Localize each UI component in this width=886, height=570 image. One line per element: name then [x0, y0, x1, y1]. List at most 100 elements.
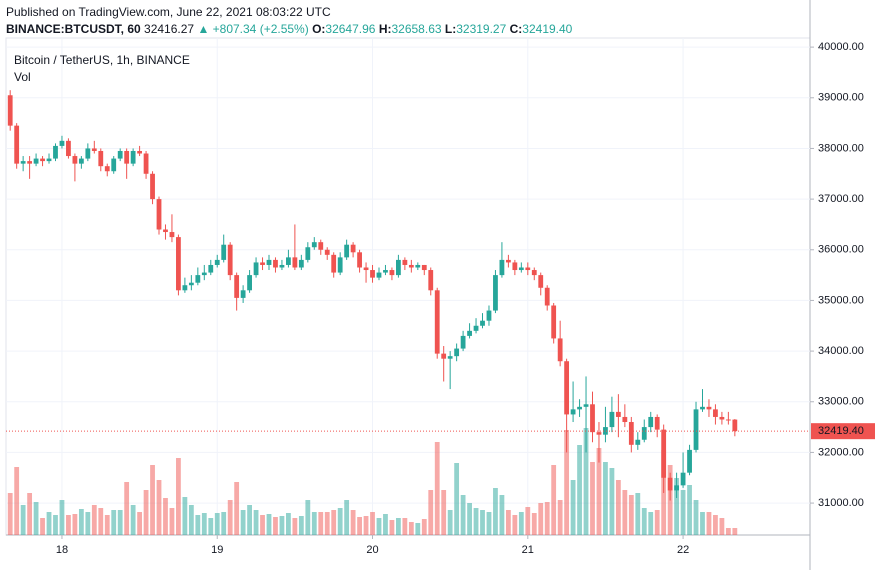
volume-bar — [693, 500, 699, 535]
volume-bar — [389, 520, 395, 535]
candle-body — [7, 95, 13, 126]
last-price-tag — [811, 423, 875, 440]
volume-bar — [163, 498, 168, 535]
volume-bar — [324, 512, 330, 535]
volume-bar — [680, 490, 686, 535]
candle-body — [370, 270, 375, 278]
y-tick-label: 39000.00 — [818, 92, 864, 104]
volume-bar — [104, 515, 110, 535]
y-tick-label: 34000.00 — [818, 345, 864, 357]
candle-body — [480, 320, 485, 326]
volume-bar — [531, 513, 537, 535]
candle-body — [700, 406, 705, 410]
volume-bar — [46, 512, 52, 535]
x-tick-label: 20 — [366, 544, 378, 556]
y-tick-label: 33000.00 — [818, 396, 864, 408]
volume-bar — [208, 518, 214, 535]
last-price-label: 32419.40 — [818, 425, 864, 437]
candle-body — [363, 267, 369, 271]
volume-bar — [253, 510, 259, 535]
volume-bar — [72, 514, 78, 535]
candle-body — [434, 290, 440, 354]
candle-body — [661, 429, 667, 478]
volume-bar — [622, 490, 628, 535]
candle-body — [674, 485, 680, 491]
candle-body — [201, 272, 207, 276]
volume-bar — [318, 512, 324, 535]
candle-body — [33, 158, 39, 164]
volume-bar — [27, 493, 33, 535]
candle-body — [66, 140, 71, 157]
volume-bar — [408, 522, 414, 535]
candle-body — [447, 356, 453, 359]
volume-bar — [687, 485, 692, 535]
candle-body — [499, 259, 505, 276]
candle-body — [344, 244, 350, 258]
candle-body — [628, 422, 634, 445]
candle-body — [460, 335, 466, 349]
candle-body — [72, 156, 78, 164]
change: ▲ +807.34 (+2.55%) — [197, 22, 309, 36]
volume-bar — [14, 467, 20, 535]
volume-bar — [460, 495, 466, 535]
ohlc-label: H: — [378, 22, 392, 36]
volume-bar — [603, 462, 608, 535]
volume-bar — [499, 495, 505, 535]
ohlc: O:32647.96 H:32658.63 L:32319.27 C:32419… — [312, 22, 572, 36]
volume-bar — [337, 508, 343, 535]
volume-bar — [713, 515, 718, 535]
candle-body — [667, 477, 673, 491]
volume-bar — [486, 512, 492, 535]
candle-body — [91, 148, 97, 151]
candle-body — [266, 259, 272, 265]
candle-body — [188, 282, 194, 286]
volume-bar — [654, 510, 660, 535]
candle-body — [473, 325, 479, 331]
volume-bar — [279, 516, 285, 535]
y-tick-label: 38000.00 — [818, 142, 864, 154]
candle-body — [505, 259, 511, 263]
volume-bar — [447, 510, 453, 535]
volume-bar — [428, 490, 434, 535]
candle-body — [169, 232, 175, 238]
volume-bar — [40, 518, 45, 535]
candle-body — [27, 161, 33, 164]
candle-body — [557, 338, 563, 362]
volume-bar — [732, 528, 738, 535]
candle-body — [383, 270, 388, 273]
candle-body — [260, 262, 265, 265]
candle-body — [124, 150, 130, 164]
candle-body — [150, 173, 155, 200]
volume-bar — [150, 465, 155, 535]
candle-body — [163, 229, 168, 233]
volume-label: Vol — [14, 70, 31, 84]
volume-bar — [544, 502, 550, 535]
candle-body — [357, 252, 362, 268]
candle-body — [337, 257, 343, 273]
candle-body — [396, 259, 401, 276]
candle-body — [648, 416, 654, 428]
last: 32416.27 — [144, 22, 195, 36]
candle-body — [531, 270, 537, 276]
candle-body — [609, 411, 615, 428]
volume-bar — [85, 512, 91, 535]
volume-bar — [273, 517, 278, 535]
candle-body — [428, 270, 434, 291]
symbol-line: BINANCE:BTCUSDT, 60 32416.27 ▲ +807.34 (… — [6, 21, 572, 38]
volume-bar — [130, 505, 136, 535]
candle-body — [324, 249, 330, 255]
y-tick-label: 40000.00 — [818, 41, 864, 53]
candle-body — [467, 330, 472, 336]
candle-body — [350, 244, 356, 253]
candle-body — [596, 432, 602, 435]
x-tick-label: 19 — [211, 544, 223, 556]
volume-bar — [78, 509, 84, 535]
volume-bar — [415, 523, 421, 535]
volume-bar — [143, 490, 149, 535]
volume-bar — [480, 510, 485, 535]
candle-body — [253, 262, 259, 276]
volume-bar — [570, 480, 576, 535]
candle-body — [46, 158, 52, 162]
candle-body — [687, 449, 692, 473]
volume-bar — [214, 513, 220, 535]
